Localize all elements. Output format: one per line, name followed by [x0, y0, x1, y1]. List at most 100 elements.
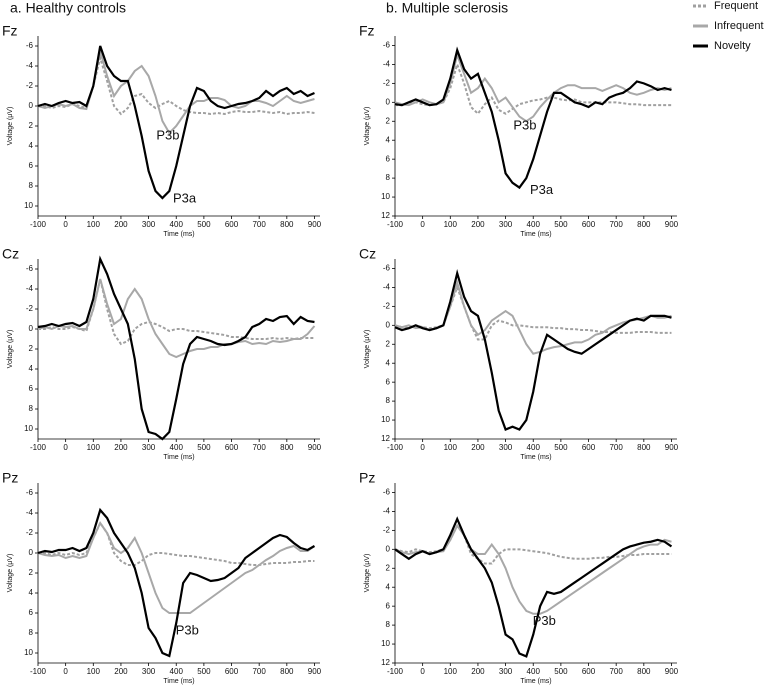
x-tick-label: 500 [197, 443, 211, 452]
y-tick-label: 10 [24, 424, 33, 433]
y-tick-label: 2 [29, 568, 34, 577]
column-title: b. Multiple sclerosis [386, 0, 508, 16]
x-tick-label: 800 [280, 220, 294, 229]
x-tick-label: -100 [387, 443, 404, 452]
x-tick-label: 200 [114, 220, 128, 229]
y-tick-label: 4 [386, 358, 391, 367]
x-tick-label: 600 [582, 443, 596, 452]
x-tick-label: 0 [420, 443, 425, 452]
y-tick-label: -2 [383, 78, 391, 87]
legend-label: Novelty [714, 40, 751, 52]
erp-line [394, 516, 673, 658]
x-tick-label: 400 [170, 220, 184, 229]
x-tick-label: 0 [420, 220, 425, 229]
y-tick-label: 4 [386, 582, 391, 591]
y-axis-label: Voltage (μV) [364, 107, 371, 146]
channel-label: Pz [359, 470, 375, 486]
x-tick-label: 700 [609, 443, 623, 452]
y-tick-label: 2 [29, 344, 34, 353]
x-tick-label: 300 [142, 443, 156, 452]
x-tick-label: 400 [527, 667, 541, 676]
y-tick-label: -6 [26, 264, 34, 273]
y-tick-label: 0 [386, 320, 391, 329]
y-tick-label: 10 [381, 639, 390, 648]
x-tick-label: 600 [582, 667, 596, 676]
y-tick-label: 12 [381, 434, 390, 443]
y-tick-label: 8 [29, 181, 34, 190]
x-tick-label: 600 [225, 443, 239, 452]
y-tick-label: -6 [383, 41, 391, 50]
y-tick-label: 10 [24, 201, 33, 210]
y-tick-label: 6 [386, 154, 391, 163]
y-tick-label: -2 [383, 525, 391, 534]
x-tick-label: 300 [499, 443, 513, 452]
x-tick-label: 900 [665, 667, 679, 676]
x-tick-label: -100 [387, 220, 404, 229]
x-tick-label: 400 [527, 220, 541, 229]
x-tick-label: 500 [197, 220, 211, 229]
y-tick-label: -6 [383, 488, 391, 497]
x-tick-label: 100 [87, 220, 101, 229]
x-tick-label: -100 [30, 667, 47, 676]
y-tick-label: 6 [29, 384, 34, 393]
y-tick-label: -4 [26, 284, 34, 293]
erp-line [394, 268, 672, 431]
x-tick-label: 200 [114, 443, 128, 452]
y-tick-label: 10 [381, 415, 390, 424]
y-tick-label: 8 [29, 628, 34, 637]
y-tick-label: -4 [26, 61, 34, 70]
x-axis-label: Time (ms) [163, 678, 194, 685]
y-tick-label: 6 [386, 377, 391, 386]
y-tick-label: 2 [29, 121, 34, 130]
x-tick-label: 900 [308, 667, 322, 676]
x-tick-label: 500 [554, 443, 568, 452]
y-tick-label: 2 [386, 339, 391, 348]
y-tick-label: -4 [383, 60, 391, 69]
x-tick-label: 700 [609, 667, 623, 676]
x-tick-label: 100 [444, 443, 458, 452]
x-tick-label: 400 [170, 667, 184, 676]
y-axis-label: Voltage (μV) [7, 330, 14, 369]
x-axis-label: Time (ms) [520, 678, 551, 685]
y-tick-label: 4 [29, 588, 34, 597]
x-tick-label: 0 [63, 443, 68, 452]
x-axis-label: Time (ms) [520, 454, 551, 461]
x-tick-label: 900 [665, 443, 679, 452]
x-tick-label: 700 [609, 220, 623, 229]
erp-line [37, 45, 315, 200]
x-axis-label: Time (ms) [163, 454, 194, 461]
x-tick-label: 100 [87, 443, 101, 452]
channel-label: Pz [2, 470, 18, 486]
x-tick-label: 800 [637, 220, 651, 229]
y-tick-label: 4 [386, 135, 391, 144]
channel-label: Fz [359, 23, 375, 39]
erp-line [38, 278, 315, 346]
column-title: a. Healthy controls [10, 0, 126, 16]
y-tick-label: 8 [386, 620, 391, 629]
y-tick-label: 0 [386, 97, 391, 106]
y-axis-label: Voltage (μV) [364, 330, 371, 369]
x-tick-label: 400 [170, 443, 184, 452]
legend-label: Frequent [714, 0, 758, 12]
x-tick-label: 600 [225, 220, 239, 229]
y-tick-label: 4 [29, 364, 34, 373]
erp-line [394, 523, 672, 615]
y-tick-label: -4 [26, 508, 34, 517]
x-tick-label: 700 [252, 667, 266, 676]
erp-line [38, 520, 315, 566]
x-tick-label: 900 [665, 220, 679, 229]
x-tick-label: 500 [197, 667, 211, 676]
x-tick-label: 100 [444, 667, 458, 676]
x-tick-label: 900 [308, 220, 322, 229]
erp-line [37, 50, 315, 135]
y-tick-label: 8 [386, 396, 391, 405]
y-tick-label: -4 [383, 283, 391, 292]
x-tick-label: 600 [582, 220, 596, 229]
y-tick-label: -4 [383, 507, 391, 516]
y-tick-label: 2 [386, 116, 391, 125]
y-tick-label: 10 [381, 192, 390, 201]
x-axis-label: Time (ms) [163, 231, 194, 238]
y-tick-label: -2 [26, 304, 34, 313]
y-tick-label: 4 [29, 141, 34, 150]
